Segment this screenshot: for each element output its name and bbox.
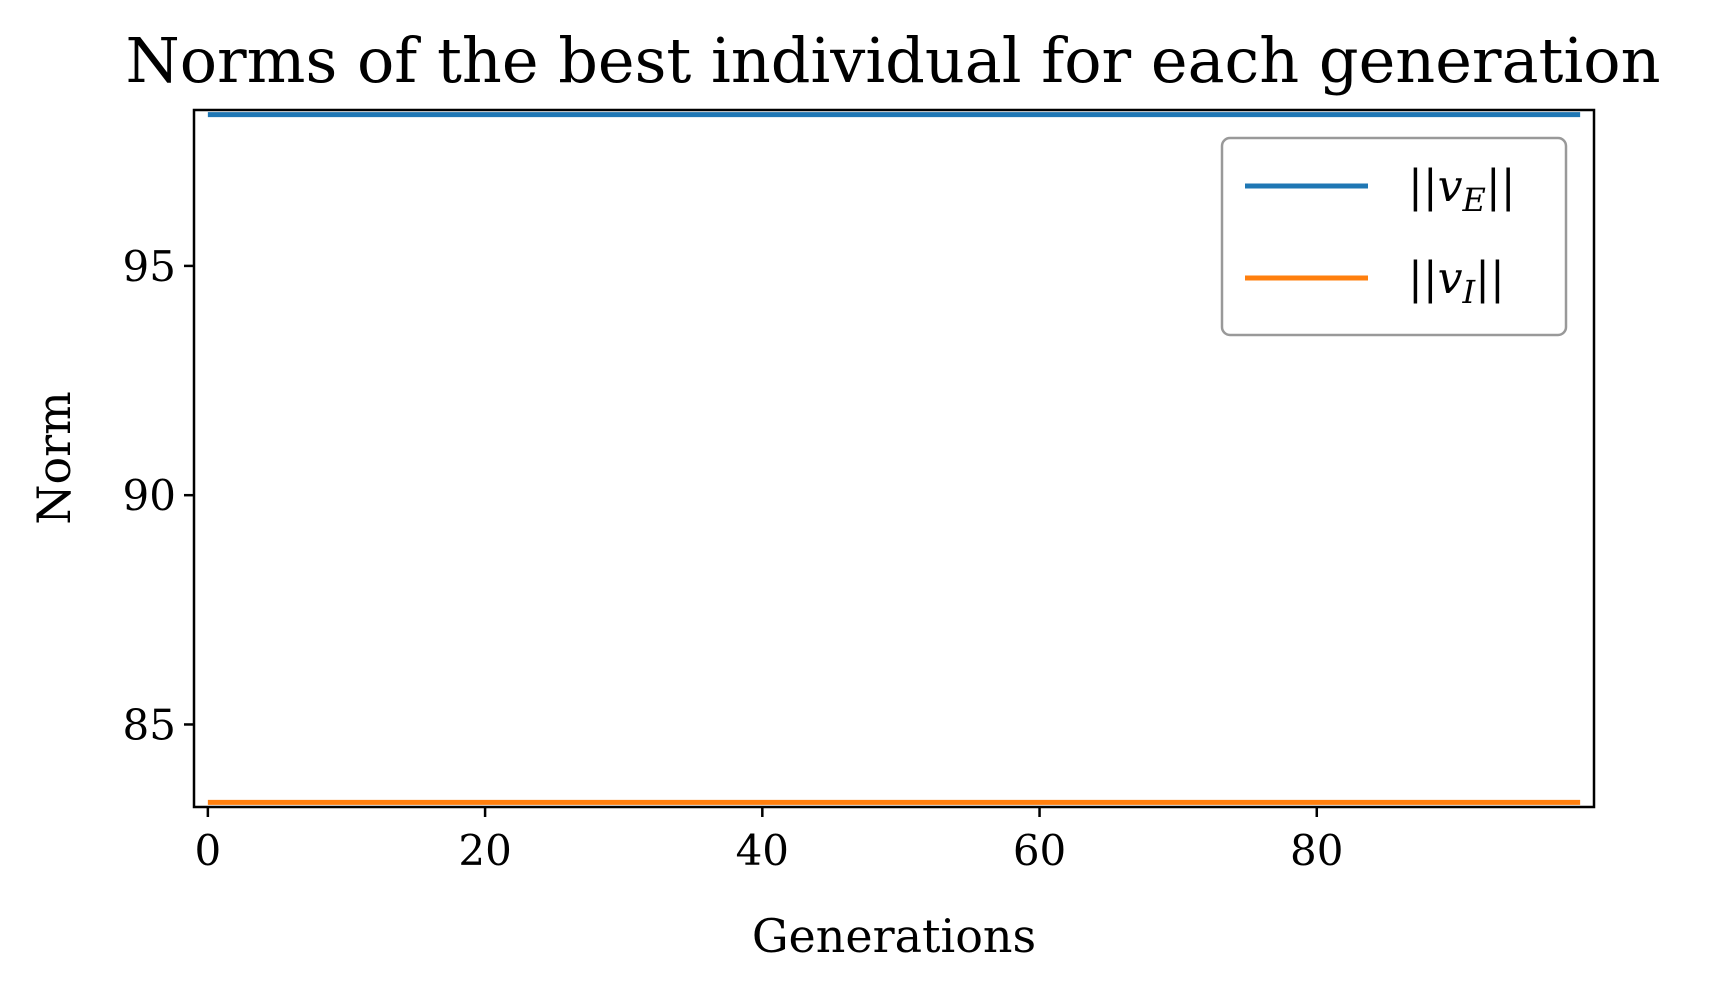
x-tick-label-2: 40 bbox=[736, 826, 789, 875]
x-tick-label-3: 60 bbox=[1013, 826, 1066, 875]
legend-entries: ||vE|| ||vI|| bbox=[1245, 161, 1516, 311]
y-axis-ticks: 85 90 95 bbox=[123, 242, 194, 749]
y-tick-label-2: 95 bbox=[123, 242, 176, 291]
x-tick-label-0: 0 bbox=[194, 826, 221, 875]
series-layer bbox=[207, 112, 1581, 805]
legend-label-0: ||vE|| bbox=[1408, 161, 1516, 219]
legend-label-1: ||vI|| bbox=[1408, 253, 1505, 311]
y-axis-label: Norm bbox=[27, 391, 81, 525]
x-tick-label-1: 20 bbox=[458, 826, 511, 875]
x-axis-ticks: 0 20 40 60 80 bbox=[194, 807, 1343, 875]
chart-title: Norms of the best individual for each ge… bbox=[125, 24, 1660, 97]
y-tick-label-0: 85 bbox=[123, 700, 176, 749]
x-axis-label: Generations bbox=[752, 909, 1036, 963]
legend: ||vE|| ||vI|| bbox=[1220, 136, 1568, 337]
y-tick-label-1: 90 bbox=[123, 471, 176, 520]
x-tick-label-4: 80 bbox=[1290, 826, 1343, 875]
